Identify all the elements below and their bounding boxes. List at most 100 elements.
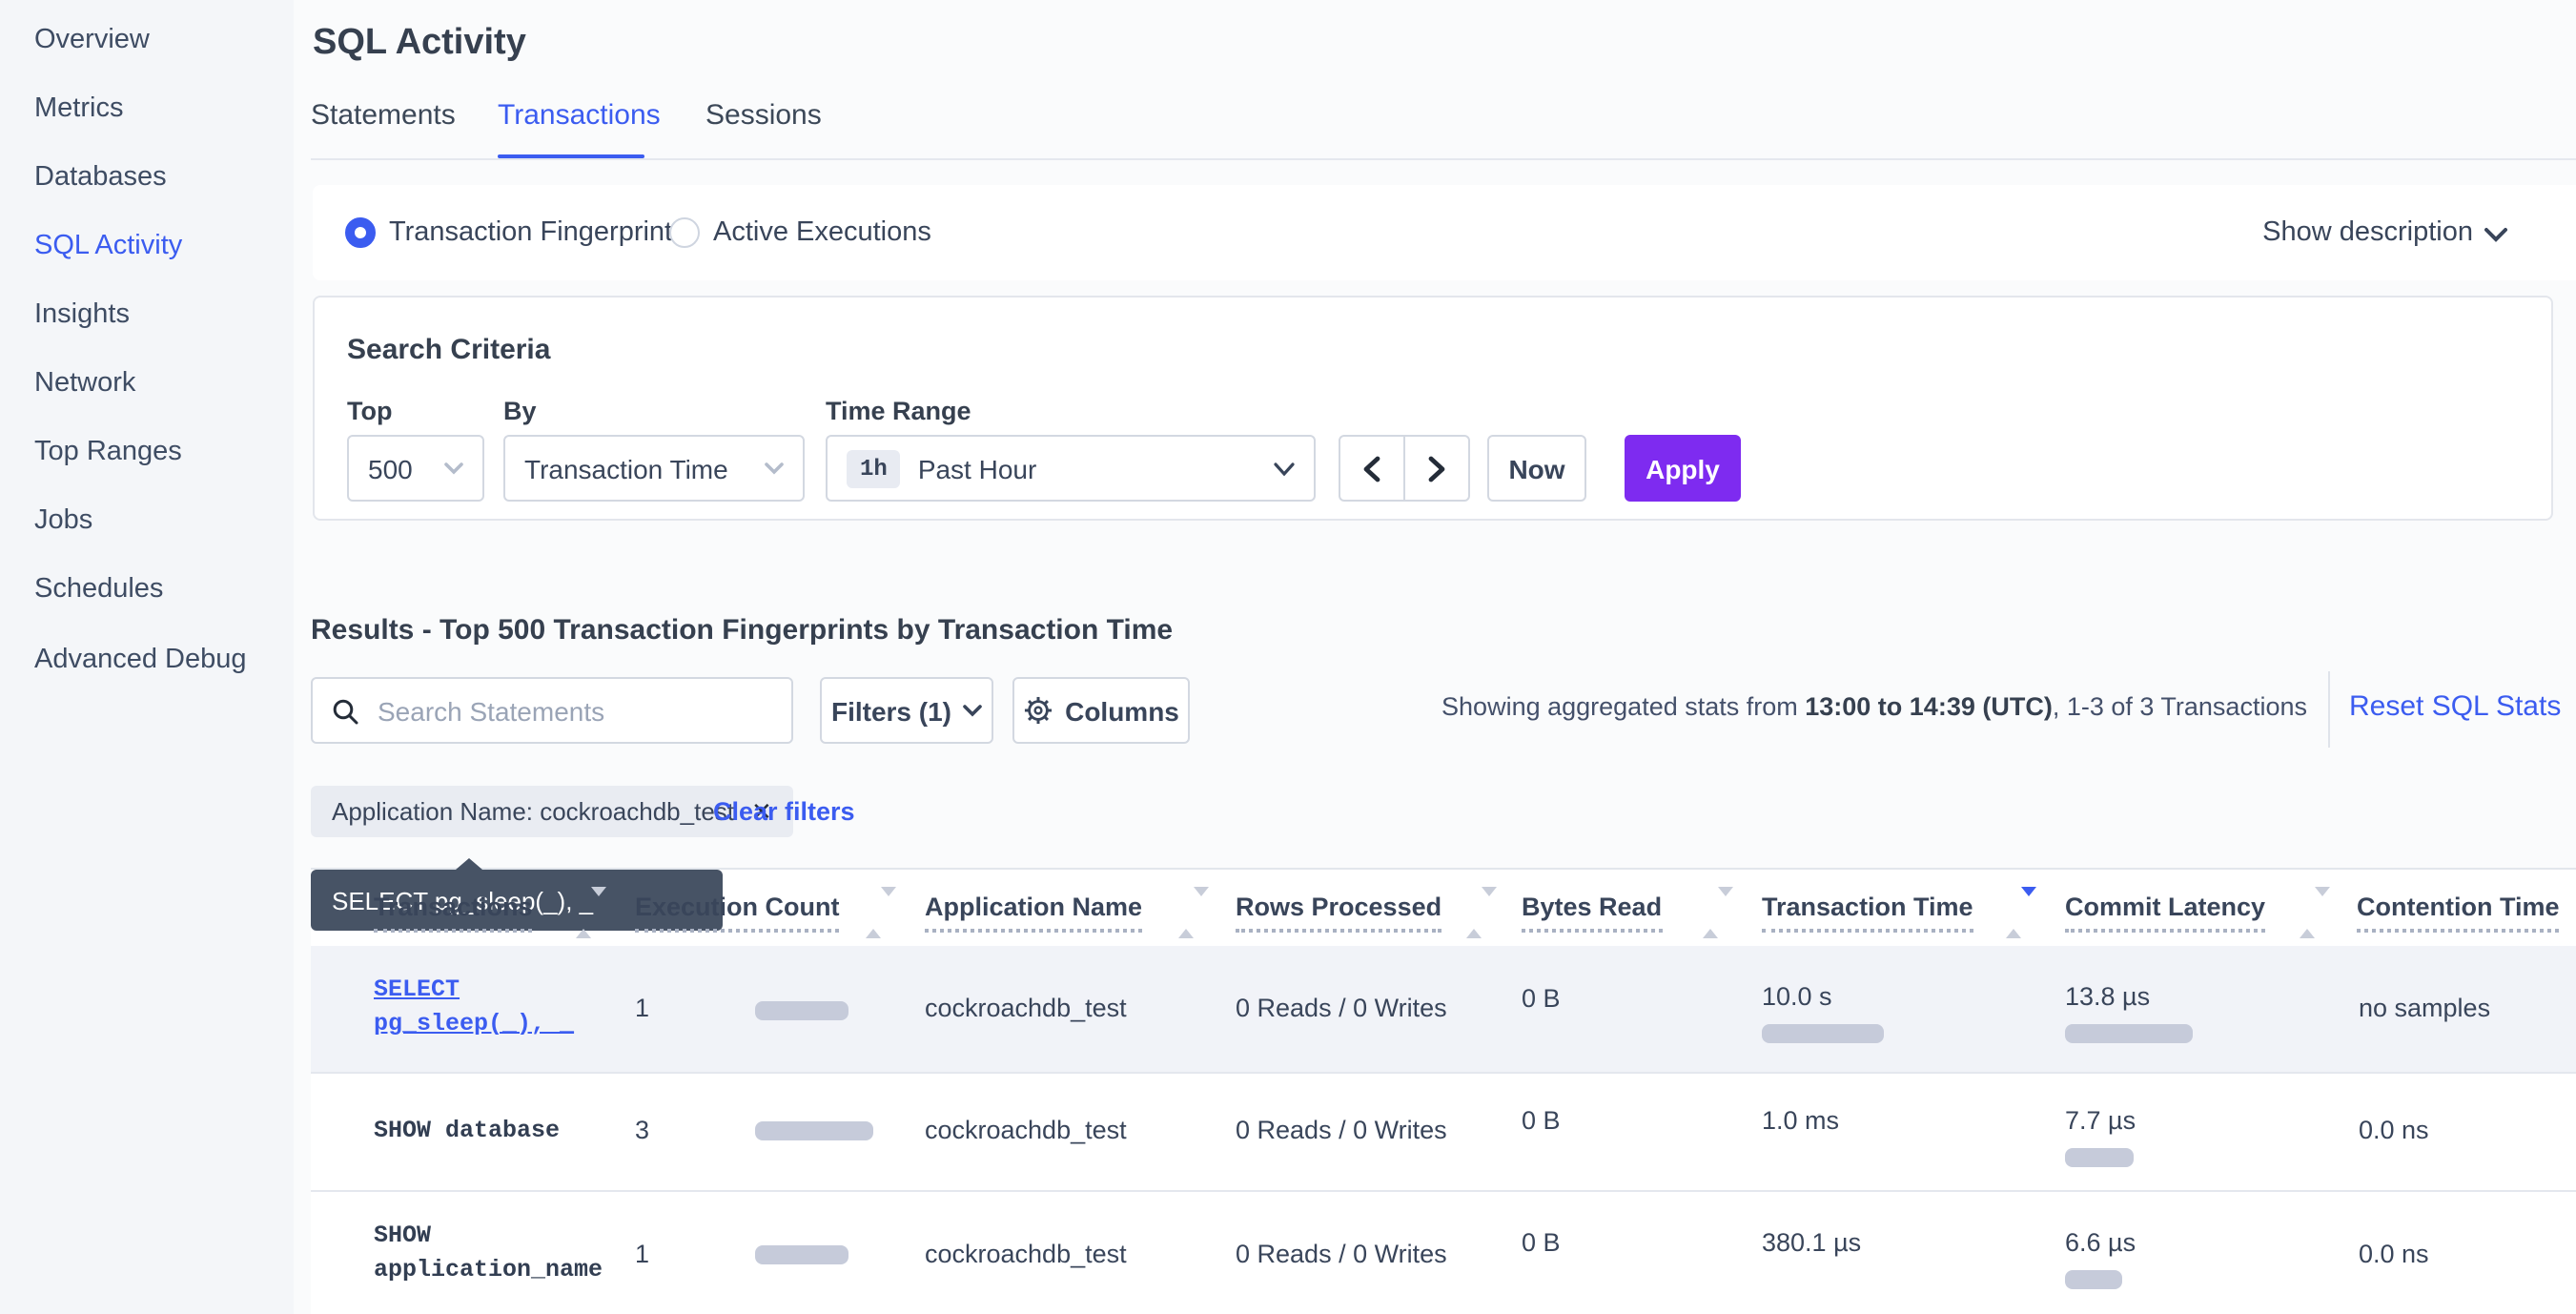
aggregated-stats-text: Showing aggregated stats from 13:00 to 1… [1335,692,2307,721]
search-criteria-heading: Search Criteria [347,334,551,366]
contention-time-value: 0.0 ns [2359,1116,2429,1144]
transaction-time-value: 380.1 µs [1762,1228,1862,1257]
stats-range: 13:00 to 14:39 (UTC) [1805,692,2053,721]
sidebar-item-top-ranges[interactable]: Top Ranges [34,437,182,467]
clear-filters-link[interactable]: Clear filters [713,797,855,826]
sidebar-item-schedules[interactable]: Schedules [34,574,164,605]
by-select-value: Transaction Time [524,453,728,483]
radio-active-executions-label[interactable]: Active Executions [713,217,931,248]
metric-text: 7.7 µs [2065,1106,2136,1135]
time-range-select[interactable]: 1h Past Hour [826,435,1316,502]
execution-count-bar [755,1121,873,1140]
filters-button[interactable]: Filters (1) [820,677,993,744]
col-header-transaction-time[interactable]: Transaction Time [1762,893,1973,933]
chevron-down-icon [963,704,982,717]
sidebar-item-sql-activity[interactable]: SQL Activity [34,231,183,261]
show-description-toggle[interactable]: Show description [2262,217,2473,248]
tab-transactions[interactable]: Transactions [498,99,661,132]
rows-processed-value: 0 Reads / 0 Writes [1236,994,1447,1022]
stats-prefix: Showing aggregated stats from [1441,692,1806,721]
commit-latency-bar [2065,1024,2193,1043]
page-title: SQL Activity [313,23,526,63]
transaction-time-value: 1.0 ms [1762,1106,1840,1135]
col-header-bytes-read[interactable]: Bytes Read [1522,893,1663,933]
transactions-table: Transactions Execution Count Application… [311,858,2576,1314]
top-select[interactable]: 500 [347,435,484,502]
sql-text-line: application_name [374,1256,603,1283]
prev-time-window-button[interactable] [1340,437,1405,500]
sql-text-line: SHOW database [374,1118,561,1144]
sort-icon[interactable] [2300,887,2330,938]
stats-suffix: , 1-3 of 3 Transactions [2052,692,2307,721]
radio-transaction-fingerprints-label[interactable]: Transaction Fingerprints [389,217,686,248]
search-icon [332,697,358,724]
bytes-read-value: 0 B [1522,1228,1561,1257]
table-row[interactable] [311,946,2576,1072]
now-button[interactable]: Now [1487,435,1586,502]
sidebar-item-advanced-debug[interactable]: Advanced Debug [34,645,247,675]
sort-icon[interactable] [866,887,896,938]
sidebar-item-databases[interactable]: Databases [34,162,167,193]
chevron-down-icon[interactable] [2484,227,2507,242]
tooltip-arrow [456,858,482,870]
sidebar-item-jobs[interactable]: Jobs [34,505,93,536]
sort-icon[interactable] [1466,887,1497,938]
application-name-value: cockroachdb_test [925,994,1127,1022]
columns-button[interactable]: Columns [1012,677,1190,744]
tab-sessions[interactable]: Sessions [705,99,822,132]
columns-button-label: Columns [1065,695,1179,726]
row-separator [311,1071,2576,1074]
chevron-down-icon [444,462,463,475]
time-range-value: Past Hour [917,453,1037,483]
time-range-badge: 1h [847,449,901,487]
execution-count-bar [755,1244,848,1263]
search-input[interactable] [374,693,772,728]
execution-count-value: 1 [635,1239,650,1267]
vertical-divider [2328,671,2330,748]
col-header-application-name[interactable]: Application Name [925,893,1143,933]
transaction-time-value: 10.0 s [1762,982,1884,1043]
gear-icon [1023,696,1052,725]
transaction-fingerprint-text[interactable]: SHOW database [374,1116,560,1149]
execution-count-bar [755,1000,848,1019]
by-select[interactable]: Transaction Time [503,435,805,502]
sidebar-item-metrics[interactable]: Metrics [34,93,124,124]
contention-time-value: no samples [2359,994,2491,1022]
close-icon[interactable]: ✕ [751,796,772,825]
sidebar-item-network[interactable]: Network [34,368,136,399]
metric-text: 6.6 µs [2065,1228,2136,1257]
next-time-window-button[interactable] [1405,437,1468,500]
top-select-value: 500 [368,453,413,483]
sort-icon-descending-active[interactable] [2006,887,2036,938]
col-header-commit-latency[interactable]: Commit Latency [2065,893,2266,933]
time-range-field-label: Time Range [826,397,971,425]
col-header-transactions[interactable]: Transactions [374,893,533,933]
commit-latency-bar [2065,1148,2134,1167]
sort-icon[interactable] [576,887,606,938]
bytes-read-value: 0 B [1522,1106,1561,1135]
sort-icon[interactable] [1178,887,1209,938]
transaction-fingerprint-link[interactable]: SELECT pg_sleep(_), _ [374,975,574,1041]
sql-statement-tooltip: SELECT pg_sleep(_), _ [311,858,723,931]
sidebar-item-overview[interactable]: Overview [34,25,150,55]
reset-sql-stats-link[interactable]: Reset SQL Stats [2349,690,2562,723]
commit-latency-bar [2065,1270,2122,1289]
col-header-contention-time[interactable]: Contention Time [2357,893,2560,933]
col-header-rows-processed[interactable]: Rows Processed [1236,893,1442,933]
filter-chip[interactable]: Application Name: cockroachdb_test ✕ [311,786,793,837]
sort-icon[interactable] [1703,887,1733,938]
col-header-execution-count[interactable]: Execution Count [635,893,840,933]
radio-active-executions[interactable] [669,216,700,247]
rows-processed-value: 0 Reads / 0 Writes [1236,1239,1447,1267]
by-field-label: By [503,397,537,425]
transaction-fingerprint-text[interactable]: SHOW application_name [374,1221,603,1287]
execution-count-value: 1 [635,994,650,1022]
tooltip-text: SELECT pg_sleep(_), _ [332,886,594,914]
radio-transaction-fingerprints[interactable] [345,216,376,247]
sidebar-item-insights[interactable]: Insights [34,299,130,330]
tab-statements[interactable]: Statements [311,99,456,132]
filters-button-label: Filters (1) [830,695,951,726]
chevron-down-icon [1274,461,1295,476]
apply-button[interactable]: Apply [1625,435,1741,502]
top-field-label: Top [347,397,393,425]
